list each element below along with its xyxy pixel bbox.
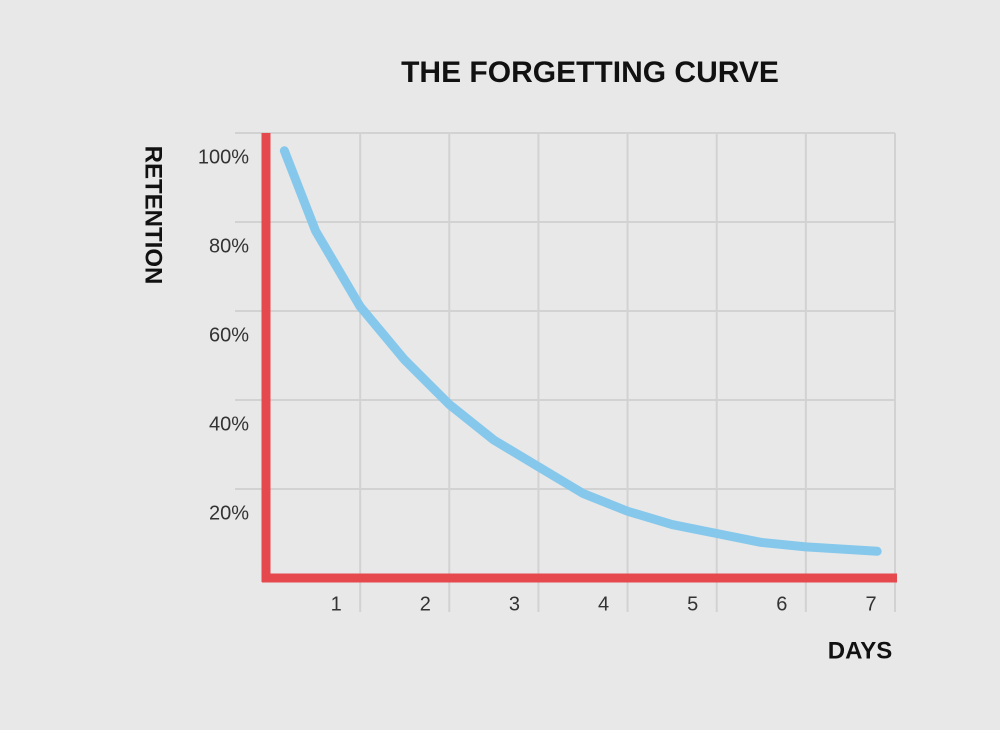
y-tick-label: 20% [209, 502, 249, 524]
x-tick-label: 3 [509, 593, 520, 615]
x-tick-label: 6 [776, 593, 787, 615]
y-tick-label: 60% [209, 324, 249, 346]
y-tick-label: 80% [209, 235, 249, 257]
line-series [279, 146, 882, 556]
x-tick-label: 5 [687, 593, 698, 615]
x-tick-label: 4 [598, 593, 609, 615]
chart-title: THE FORGETTING CURVE [401, 56, 779, 89]
x-axis-label: DAYS [828, 637, 892, 664]
y-axis-label: RETENTION [140, 146, 167, 285]
y-tick-label: 40% [209, 413, 249, 435]
x-tick-label: 7 [865, 593, 876, 615]
y-tick-label: 100% [198, 146, 249, 168]
x-tick-label: 1 [331, 593, 342, 615]
x-tick-label: 2 [420, 593, 431, 615]
